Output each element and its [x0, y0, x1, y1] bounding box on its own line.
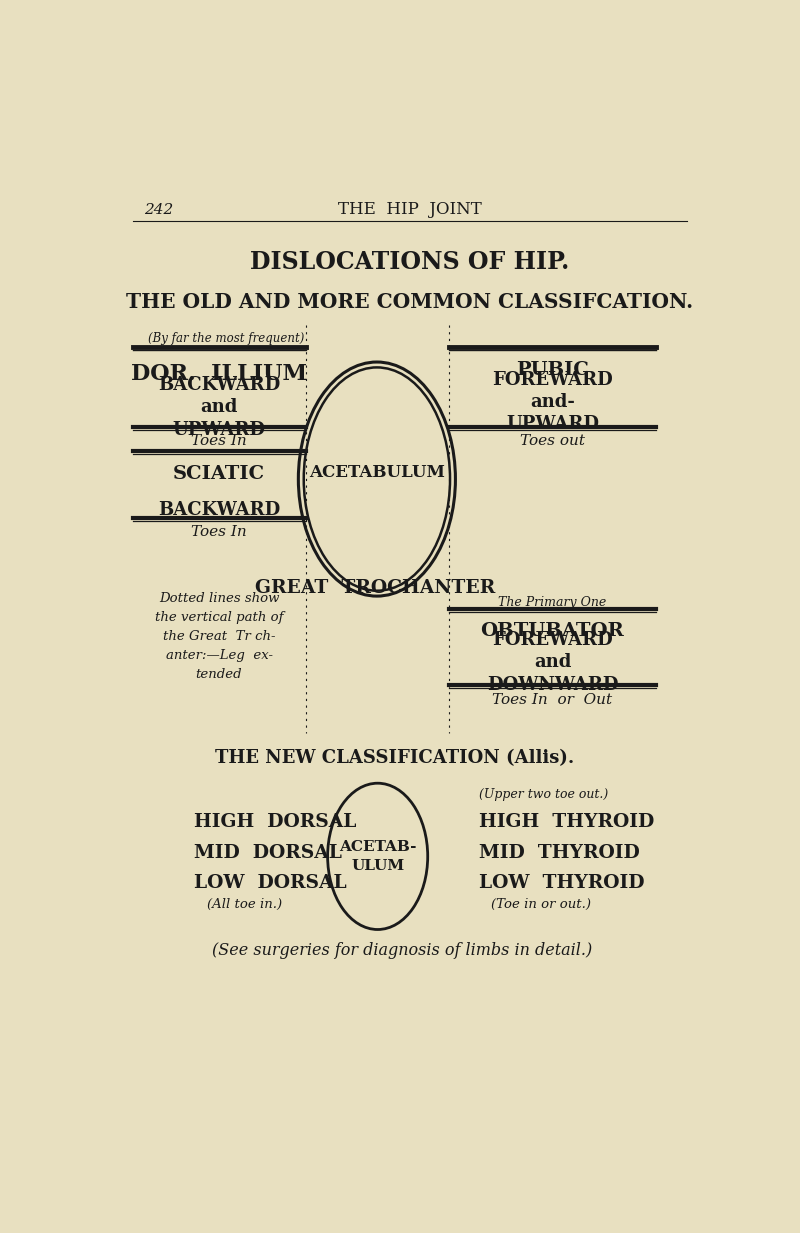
Text: ACETAB-
ULUM: ACETAB- ULUM: [339, 840, 417, 873]
Text: THE  HIP  JOINT: THE HIP JOINT: [338, 201, 482, 218]
Text: 242: 242: [144, 202, 174, 217]
Text: (Toe in or out.): (Toe in or out.): [491, 898, 591, 911]
Text: BACKWARD
and
UPWARD: BACKWARD and UPWARD: [158, 376, 280, 439]
Text: DOR.  ILLIUM: DOR. ILLIUM: [131, 363, 307, 385]
Text: The Primary One: The Primary One: [498, 596, 606, 609]
Text: (See surgeries for diagnosis of limbs in detail.): (See surgeries for diagnosis of limbs in…: [212, 942, 593, 959]
Text: SCIATIC: SCIATIC: [173, 465, 265, 482]
Ellipse shape: [304, 367, 450, 591]
Ellipse shape: [298, 363, 455, 596]
Text: Dotted lines show
the vertical path of
the Great  Tr ch-
anter:—Leg  ex-
tended: Dotted lines show the vertical path of t…: [154, 592, 283, 682]
Text: (Upper two toe out.): (Upper two toe out.): [479, 788, 609, 801]
Text: THE NEW CLASSIFICATION (Allis).: THE NEW CLASSIFICATION (Allis).: [215, 750, 574, 768]
Text: PUBIC: PUBIC: [516, 361, 589, 380]
Text: MID  THYROID: MID THYROID: [479, 843, 640, 862]
Ellipse shape: [328, 783, 428, 930]
Text: GREAT  TROCHANTER: GREAT TROCHANTER: [255, 580, 495, 598]
Text: LOW  THYROID: LOW THYROID: [479, 874, 645, 893]
Text: DISLOCATIONS OF HIP.: DISLOCATIONS OF HIP.: [250, 250, 570, 274]
Text: Toes In  or  Out: Toes In or Out: [492, 693, 613, 707]
Text: LOW  DORSAL: LOW DORSAL: [194, 874, 347, 893]
Text: Toes In: Toes In: [191, 434, 247, 449]
Text: Toes In: Toes In: [191, 525, 247, 539]
Text: OBTUBATOR: OBTUBATOR: [481, 621, 624, 640]
Text: ACETABULUM: ACETABULUM: [309, 465, 445, 481]
Text: (All toe in.): (All toe in.): [207, 898, 282, 911]
Text: THE OLD AND MORE COMMON CLASSIFCATION.: THE OLD AND MORE COMMON CLASSIFCATION.: [126, 292, 694, 312]
Text: FOREWARD
and-
UPWARD: FOREWARD and- UPWARD: [492, 371, 613, 433]
Text: HIGH  DORSAL: HIGH DORSAL: [194, 813, 357, 831]
Text: (By far the most frequent): (By far the most frequent): [148, 333, 305, 345]
Text: BACKWARD: BACKWARD: [158, 501, 280, 519]
Text: HIGH  THYROID: HIGH THYROID: [479, 813, 654, 831]
Text: MID  DORSAL: MID DORSAL: [194, 843, 342, 862]
Text: Toes out: Toes out: [520, 434, 585, 449]
Text: FOREWARD
and
DOWNWARD: FOREWARD and DOWNWARD: [486, 631, 618, 693]
